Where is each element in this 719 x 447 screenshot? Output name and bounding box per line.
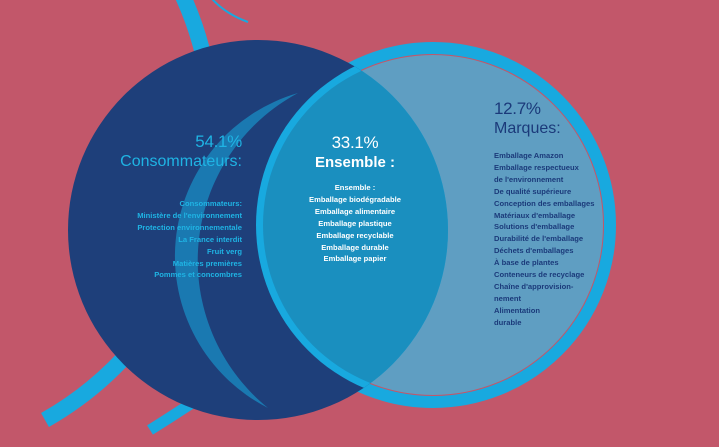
overlap-list: Ensemble : Emballage biodégradable Embal…	[270, 182, 440, 265]
overlap-title: Ensemble :	[314, 154, 396, 171]
list-item: Matières premières	[172, 258, 242, 268]
overlap-inner	[263, 55, 448, 395]
brands-title: Marques:	[494, 120, 561, 137]
overlap-percent: 33.1%	[331, 133, 379, 152]
list-item: Déchets d'emballages	[494, 246, 574, 256]
list-item: Conteneurs de recyclage	[494, 270, 585, 280]
list-item: Durabilité de l'emballage	[494, 234, 584, 244]
list-item: La France interdit	[178, 234, 242, 244]
list-item: De qualité supérieure	[494, 186, 572, 196]
list-item: À base de plantes	[494, 258, 559, 268]
list-item: Ministère de l'environnement	[137, 210, 242, 220]
list-item: Emballage durable	[321, 242, 389, 252]
list-item: Consommateurs:	[179, 199, 242, 208]
brands-percent: 12.7%	[494, 99, 541, 118]
consumers-list: Consommateurs: Ministère de l'environnem…	[120, 198, 242, 281]
list-item: durable	[494, 317, 522, 327]
list-item: Emballage plastique	[318, 218, 392, 228]
outer-arc-top	[211, 0, 249, 23]
list-item: Emballage recyclable	[316, 230, 394, 240]
consumers-percent: 54.1%	[195, 132, 242, 151]
list-item: Emballage Amazon	[494, 151, 564, 160]
list-item: Alimentation	[494, 305, 540, 315]
consumers-block: 54.1% Consommateurs: Consommateurs: Mini…	[120, 132, 242, 281]
list-item: Fruit verg	[206, 246, 242, 256]
brands-block: 12.7% Marques: Emballage Amazon Emballag…	[494, 99, 594, 329]
brands-list: Emballage Amazon Emballage respectueux d…	[494, 150, 594, 329]
overlap-crescent	[174, 93, 298, 408]
list-item: Pommes et concombres	[154, 270, 242, 280]
consumers-title: Consommateurs:	[120, 153, 242, 170]
list-item: Emballage papier	[323, 254, 387, 264]
list-item: Matériaux d'emballage	[494, 210, 576, 220]
list-item: nement	[494, 293, 522, 303]
list-item: Solutions d'emballage	[494, 222, 575, 232]
list-item: Chaîne d'approvision-	[494, 281, 574, 291]
list-item: Conception des emballages	[494, 198, 595, 208]
overlap-block: 33.1% Ensemble : Ensemble : Emballage bi…	[270, 133, 440, 265]
list-item: Ensemble :	[334, 183, 376, 192]
list-item: Emballage alimentaire	[314, 206, 396, 216]
list-item: Protection environnementale	[137, 222, 242, 232]
list-item: Emballage respectueux	[494, 162, 579, 172]
list-item: Emballage biodégradable	[309, 194, 401, 204]
list-item: de l'environnement	[494, 174, 564, 184]
